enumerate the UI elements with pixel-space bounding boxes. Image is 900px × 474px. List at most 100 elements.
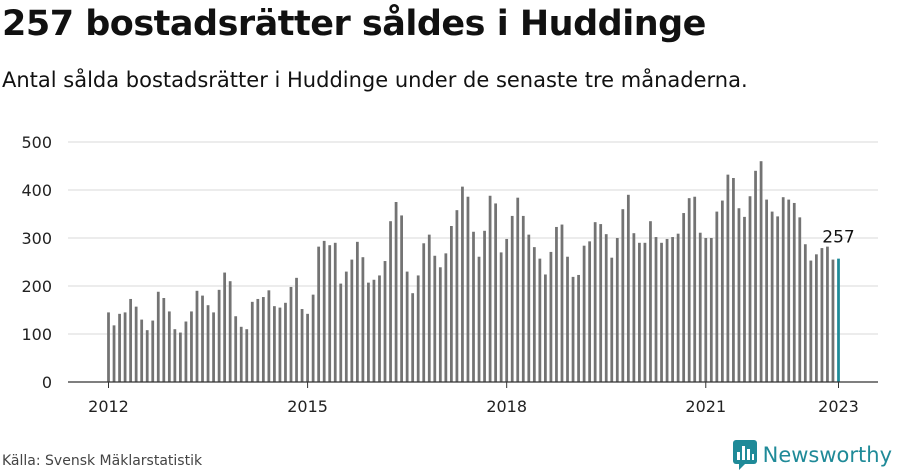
bar xyxy=(483,230,486,382)
bar xyxy=(532,247,536,382)
bar xyxy=(212,312,215,382)
bar xyxy=(759,161,763,382)
bar xyxy=(400,215,403,382)
bar xyxy=(516,197,520,382)
bar xyxy=(361,257,365,382)
x-tick-label: 2012 xyxy=(88,397,129,416)
bar xyxy=(140,319,144,382)
bar xyxy=(372,279,376,382)
bar xyxy=(698,232,702,382)
bar xyxy=(615,238,619,382)
newsworthy-logo-icon xyxy=(732,440,757,470)
bar xyxy=(151,320,155,382)
bar xyxy=(383,261,387,382)
x-tick-label: 2023 xyxy=(818,397,859,416)
bar xyxy=(261,297,265,382)
bar xyxy=(665,238,669,382)
bar xyxy=(201,295,204,382)
bar xyxy=(488,195,492,382)
bar xyxy=(295,277,298,382)
bar xyxy=(626,194,630,382)
bar xyxy=(809,260,813,382)
bar xyxy=(632,233,636,382)
bar xyxy=(367,282,370,382)
bar xyxy=(461,186,464,382)
bar xyxy=(671,237,674,382)
bar xyxy=(549,251,553,382)
bar xyxy=(112,325,116,382)
bar xyxy=(521,215,525,382)
bar xyxy=(571,276,575,382)
bar xyxy=(588,241,592,382)
bar xyxy=(328,245,332,382)
bar xyxy=(284,302,287,382)
bar xyxy=(322,240,326,382)
bar xyxy=(427,234,431,382)
bar xyxy=(162,298,166,382)
bar xyxy=(682,213,686,382)
bar xyxy=(544,274,547,382)
highlight-value-label: 257 xyxy=(822,228,854,248)
bar xyxy=(455,210,459,382)
bar xyxy=(687,198,691,382)
bar xyxy=(610,257,614,382)
bar xyxy=(378,275,381,382)
x-axis-ticks: 2012 2015 2018 2021 2023 xyxy=(88,382,859,416)
bar xyxy=(709,238,713,382)
bar xyxy=(765,199,768,382)
bar xyxy=(826,246,829,382)
chart-subtitle: Antal sålda bostadsrätter i Huddinge und… xyxy=(2,68,748,92)
bar xyxy=(190,311,193,382)
bar xyxy=(704,238,708,382)
bar xyxy=(732,178,735,382)
bar xyxy=(350,259,354,382)
bar xyxy=(444,253,448,382)
bar xyxy=(311,294,315,382)
bar xyxy=(405,271,409,382)
chart-title: 257 bostadsrätter såldes i Huddinge xyxy=(2,4,706,44)
bar xyxy=(267,290,271,382)
brand-name: Newsworthy xyxy=(762,443,892,467)
bar xyxy=(527,234,531,382)
x-tick-label: 2021 xyxy=(685,397,726,416)
bar xyxy=(604,234,608,382)
bar xyxy=(776,216,780,382)
bar xyxy=(273,306,276,382)
bar xyxy=(300,309,304,382)
bar xyxy=(814,254,818,382)
bar xyxy=(278,307,282,382)
bar xyxy=(129,298,133,382)
bar xyxy=(676,233,680,382)
bar xyxy=(737,208,741,382)
bar xyxy=(333,242,337,382)
bar xyxy=(179,332,182,382)
bar xyxy=(754,170,757,382)
bar xyxy=(798,217,802,382)
bar xyxy=(206,305,210,382)
bar xyxy=(118,313,121,382)
bar xyxy=(477,256,481,382)
bar xyxy=(422,243,426,382)
bar xyxy=(156,291,160,382)
bar xyxy=(217,289,221,382)
bar xyxy=(317,246,321,382)
bar xyxy=(239,326,243,382)
bar xyxy=(638,242,641,382)
bar xyxy=(803,244,807,382)
bar xyxy=(223,272,227,382)
bar xyxy=(831,259,835,382)
bar xyxy=(715,211,719,382)
bar xyxy=(344,271,348,382)
bar xyxy=(438,267,442,382)
bar xyxy=(250,301,254,382)
y-tick-label: 500 xyxy=(21,133,52,152)
bar xyxy=(787,199,791,382)
y-tick-label: 200 xyxy=(21,277,52,296)
bar xyxy=(820,248,824,382)
bar xyxy=(173,329,177,382)
bar xyxy=(411,293,415,382)
bar xyxy=(466,196,470,382)
bar xyxy=(107,312,110,382)
bar xyxy=(510,215,514,382)
bar xyxy=(505,238,509,382)
